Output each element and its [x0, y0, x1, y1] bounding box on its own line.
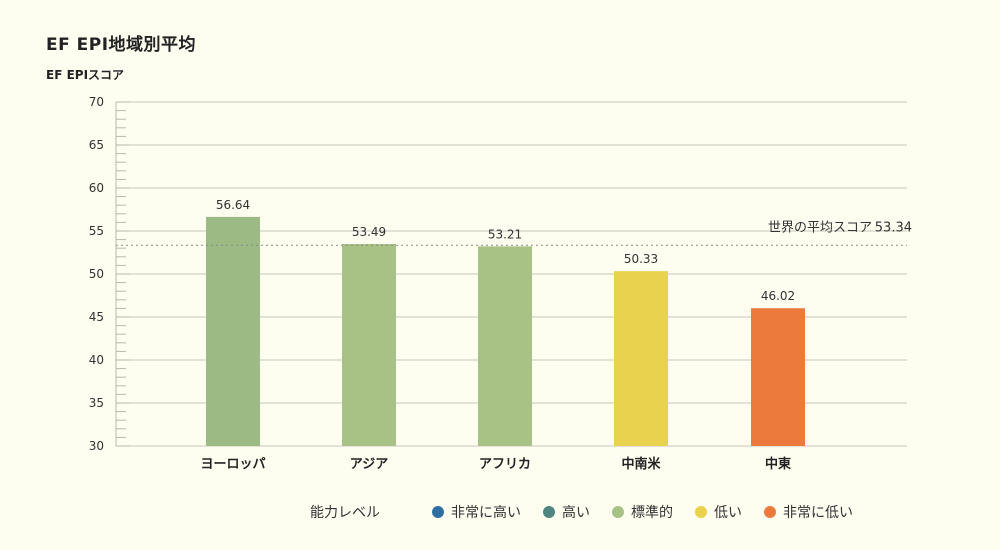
- category-label-3: 中南米: [621, 456, 661, 472]
- category-label-2: アフリカ: [479, 457, 531, 472]
- bar-1: [342, 243, 396, 446]
- y-tick-label-60: 60: [89, 181, 104, 195]
- y-tick-label-40: 40: [89, 353, 104, 367]
- category-label-1: アジア: [350, 457, 388, 472]
- bar-0: [206, 216, 260, 446]
- chart-title: EF EPI地域別平均: [46, 35, 197, 55]
- value-label-1: 53.49: [352, 225, 386, 239]
- y-axis-label: EF EPIスコア: [46, 68, 125, 82]
- legend-label-very-high: 非常に高い: [451, 505, 521, 521]
- legend: 能力レベル 非常に高い 高い 標準的 低い 非常に低い: [310, 502, 875, 522]
- legend-label-standard: 標準的: [631, 505, 673, 521]
- bar-3: [614, 271, 668, 446]
- legend-dot-high: [543, 506, 555, 518]
- value-label-3: 50.33: [624, 252, 658, 266]
- legend-item-low: 低い: [695, 502, 742, 522]
- legend-title: 能力レベル: [310, 505, 380, 521]
- legend-label-very-low: 非常に低い: [783, 505, 853, 521]
- category-label-0: ヨーロッパ: [200, 457, 265, 472]
- reference-line-label: 世界の平均スコア: [768, 220, 872, 235]
- reference-line-value: 53.34: [875, 220, 912, 235]
- y-tick-label-55: 55: [89, 224, 104, 238]
- legend-item-standard: 標準的: [612, 502, 673, 522]
- legend-label-low: 低い: [714, 505, 742, 521]
- value-label-0: 56.64: [216, 198, 250, 212]
- y-tick-label-30: 30: [89, 439, 104, 453]
- legend-dot-very-low: [764, 506, 776, 518]
- legend-dot-low: [695, 506, 707, 518]
- category-label-4: 中東: [765, 456, 791, 472]
- legend-item-very-high: 非常に高い: [432, 502, 521, 522]
- legend-dot-very-high: [432, 506, 444, 518]
- y-tick-label-45: 45: [89, 310, 104, 324]
- y-tick-label-65: 65: [89, 138, 104, 152]
- legend-label-high: 高い: [562, 505, 590, 521]
- bar-4: [751, 308, 805, 446]
- y-tick-label-70: 70: [89, 95, 104, 109]
- legend-dot-standard: [612, 506, 624, 518]
- legend-item-very-low: 非常に低い: [764, 502, 853, 522]
- bar-2: [478, 246, 532, 446]
- legend-item-high: 高い: [543, 502, 590, 522]
- value-label-4: 46.02: [761, 289, 795, 303]
- y-tick-label-35: 35: [89, 396, 104, 410]
- y-tick-label-50: 50: [89, 267, 104, 281]
- value-label-2: 53.21: [488, 227, 522, 241]
